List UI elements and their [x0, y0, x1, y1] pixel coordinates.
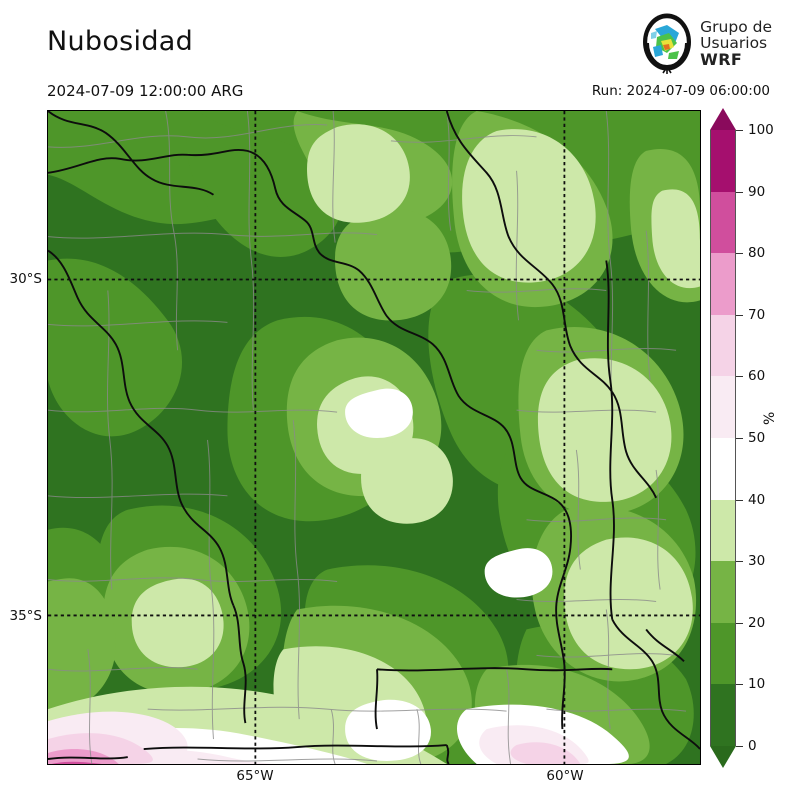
colorbar-unit-label: %	[762, 411, 778, 425]
cloud-cover-map[interactable]	[47, 110, 701, 765]
colorbar-tick-label-20: 20	[748, 614, 766, 631]
colorbar-tick-mark-90	[736, 191, 743, 193]
run-time-label: Run: 2024-07-09 06:00:00	[591, 83, 770, 99]
wrf-user-group-seal-icon	[641, 13, 693, 75]
colorbar-tick-label-80: 80	[748, 245, 766, 262]
colorbar-tick-label-60: 60	[748, 368, 766, 385]
colorbar-tick-mark-80	[736, 253, 743, 255]
colorbar-band-50-60	[711, 376, 735, 438]
cloud-cover-field	[48, 111, 700, 764]
lon-tick-60w: 60°W	[546, 768, 584, 784]
colorbar-tick-label-10: 10	[748, 676, 766, 693]
page-title: Nubosidad	[47, 26, 194, 57]
colorbar-tick-mark-20	[736, 622, 743, 624]
lon-tick-65w: 65°W	[236, 768, 274, 784]
colorbar-band-0-10	[711, 684, 735, 746]
colorbar-tick-mark-50	[736, 438, 743, 439]
valid-time-label: 2024-07-09 12:00:00 ARG	[47, 82, 244, 100]
logo-line-3: WRF	[700, 49, 743, 69]
colorbar-tick-mark-100	[736, 130, 743, 131]
colorbar-under-arrow	[710, 746, 736, 768]
colorbar-tick-mark-60	[736, 376, 743, 378]
colorbar-gradient	[710, 130, 736, 746]
colorbar-band-70-80	[711, 253, 735, 315]
lat-tick-35s: 35°S	[9, 608, 43, 624]
logo-line-1: Grupo de	[700, 18, 772, 37]
colorbar-tick-label-40: 40	[748, 491, 766, 508]
colorbar-tick-label-90: 90	[748, 183, 766, 200]
colorbar-tick-mark-40	[736, 499, 743, 501]
logo-text: Grupo de Usuarios WRF	[700, 18, 772, 69]
colorbar-band-90-100	[711, 130, 735, 192]
wrf-user-group-logo: Grupo de Usuarios WRF	[641, 13, 772, 75]
colorbar-tick-label-100: 100	[748, 122, 774, 138]
colorbar-tick-label-30: 30	[748, 553, 766, 570]
colorbar-tick-mark-10	[736, 684, 743, 686]
colorbar-tick-mark-30	[736, 561, 743, 563]
colorbar-tick-mark-0	[736, 746, 743, 747]
lat-tick-30s: 30°S	[9, 271, 43, 287]
colorbar-band-30-40	[711, 499, 735, 562]
colorbar-tick-label-50: 50	[748, 430, 766, 446]
colorbar-tick-labels: 100 90 80 70 60 50 40 30 20 10 0	[736, 122, 792, 754]
colorbar-band-10-20	[711, 622, 735, 685]
colorbar-band-80-90	[711, 191, 735, 254]
logo-line-2: Usuarios	[700, 33, 768, 52]
colorbar-band-20-30	[711, 561, 735, 623]
colorbar-over-arrow	[710, 108, 736, 130]
colorbar-tick-mark-70	[736, 314, 743, 316]
colorbar[interactable]: 100 90 80 70 60 50 40 30 20 10 0	[710, 108, 774, 768]
colorbar-tick-label-0: 0	[748, 738, 757, 754]
colorbar-tick-label-70: 70	[748, 306, 766, 323]
colorbar-band-40-50	[711, 437, 735, 500]
colorbar-band-60-70	[711, 314, 735, 377]
